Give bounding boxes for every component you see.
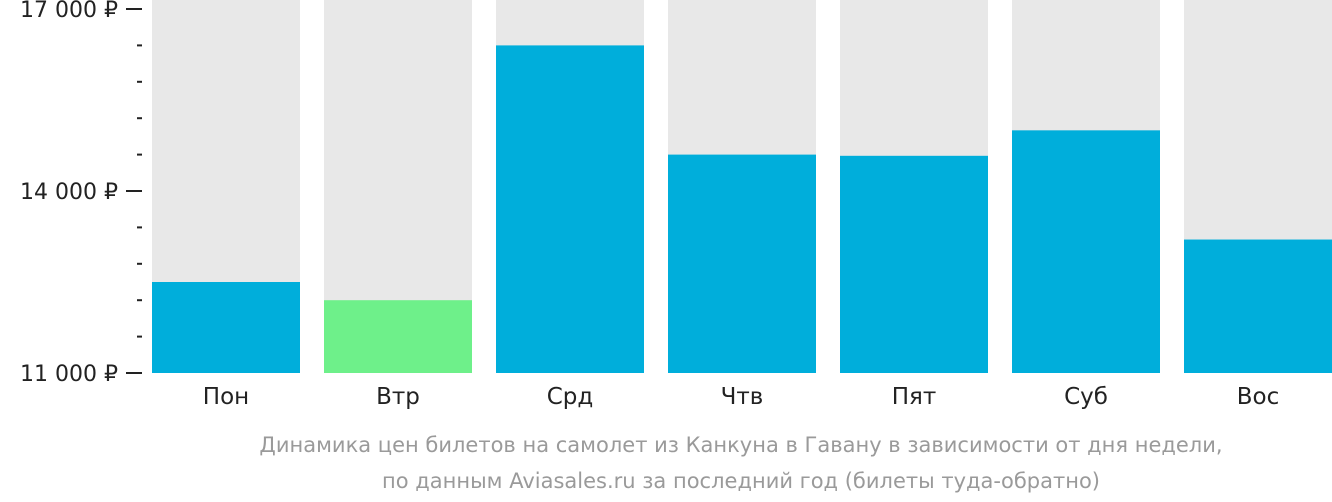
chart-caption: Динамика цен билетов на самолет из Канку…: [259, 433, 1222, 493]
y-tick-label-2: 17 000 ₽: [20, 0, 118, 23]
x-tick-label-2: Срд: [547, 384, 594, 410]
x-tick-label-0: Пон: [203, 384, 249, 410]
bar-1: [324, 300, 472, 373]
y-tick-label-0: 11 000 ₽: [20, 362, 118, 387]
caption-line-2: по данным Aviasales.ru за последний год …: [382, 469, 1100, 493]
bar-3: [668, 154, 816, 373]
x-tick-label-3: Чтв: [721, 384, 764, 410]
bar-6: [1184, 239, 1332, 373]
x-tick-label-1: Втр: [376, 384, 420, 410]
x-tick-label-5: Суб: [1064, 384, 1108, 410]
y-tick-label-1: 14 000 ₽: [20, 180, 118, 205]
caption-line-1: Динамика цен билетов на самолет из Канку…: [259, 433, 1222, 457]
bar-2: [496, 45, 644, 374]
bar-0: [152, 282, 300, 373]
bar-4: [840, 155, 988, 373]
x-tick-label-6: Вос: [1237, 384, 1280, 410]
bar-5: [1012, 130, 1160, 373]
data-bars: [152, 45, 1332, 374]
x-tick-label-4: Пят: [892, 384, 937, 410]
x-axis: Пон Втр Срд Чтв Пят Суб Вос: [203, 384, 1279, 410]
y-axis: 11 000 ₽ 14 000 ₽ 17 000 ₽: [20, 0, 142, 387]
